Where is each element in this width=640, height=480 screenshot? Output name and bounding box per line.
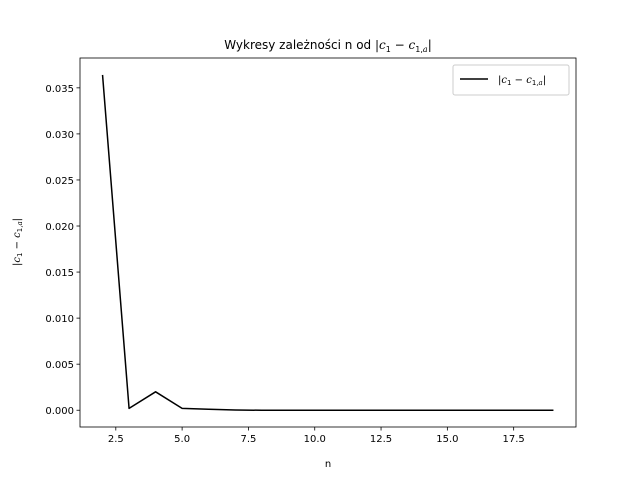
chart-title-sub1: 1 xyxy=(386,45,391,54)
legend-entry-label: |c1 − c1,a| xyxy=(498,75,546,87)
plot-frame xyxy=(79,57,577,428)
legend: |c1 − c1,a| xyxy=(452,64,570,96)
x-tick-label: 10.0 xyxy=(304,434,326,445)
y-axis-label-bar2: | xyxy=(12,218,23,221)
chart-title-sub3: a xyxy=(423,45,428,54)
legend-bar: | xyxy=(498,75,501,86)
chart-title-math: |c xyxy=(375,38,386,52)
y-tick-label: 0.015 xyxy=(45,268,74,279)
legend-sub2: 1, xyxy=(532,79,539,87)
y-axis-label-c2: c xyxy=(12,232,23,238)
legend-sub1: 1 xyxy=(507,79,511,87)
y-tick-label: 0.035 xyxy=(45,84,74,95)
x-tick-label: 17.5 xyxy=(503,434,525,445)
chart-title-minus: − xyxy=(391,38,409,52)
y-tick-label: 0.010 xyxy=(45,314,74,325)
legend-sub3: a xyxy=(539,79,543,87)
x-tick-label: 2.5 xyxy=(108,434,124,445)
legend-minus: − xyxy=(511,75,526,86)
chart-title-math2: c xyxy=(409,38,416,52)
legend-box xyxy=(452,64,570,96)
chart-title-bar: | xyxy=(428,38,432,52)
y-axis-label-c1: c xyxy=(12,257,23,263)
x-tick-label: 5.0 xyxy=(174,434,190,445)
y-axis-label: |c1 − c1,a| xyxy=(12,218,24,266)
x-tick-label: 15.0 xyxy=(436,434,458,445)
y-tick-label: 0.005 xyxy=(45,360,74,371)
y-tick-label: 0.020 xyxy=(45,222,74,233)
y-axis-label-sub2: 1, xyxy=(16,226,24,233)
chart-title: Wykresy zależności n od |c1 − c1,a| xyxy=(224,38,431,54)
series-line xyxy=(101,74,554,411)
legend-c2: c xyxy=(526,75,532,86)
x-axis-label: n xyxy=(325,459,331,470)
y-axis-label-sub3: a xyxy=(16,221,24,225)
x-tick-label: 12.5 xyxy=(370,434,392,445)
legend-c1: c xyxy=(501,75,507,86)
plot-marks xyxy=(101,74,554,411)
y-tick-label: 0.030 xyxy=(45,130,74,141)
chart-title-prefix: Wykresy zależności n od xyxy=(224,38,375,52)
y-tick-label: 0.025 xyxy=(45,176,74,187)
legend-bar2: | xyxy=(543,75,546,86)
y-axis-ticks: 0.000 0.005 0.010 0.015 0.020 0.025 0.030 0.035 xyxy=(45,84,80,417)
chart-title-sub2: 1, xyxy=(415,45,423,54)
y-axis-label-bar: | xyxy=(12,263,23,266)
x-tick-label: 7.5 xyxy=(240,434,256,445)
y-axis-label-minus: − xyxy=(12,238,23,253)
x-axis-ticks: 2.5 5.0 7.5 10.0 12.5 15.0 17.5 xyxy=(108,427,525,445)
y-tick-label: 0.000 xyxy=(45,406,74,417)
y-axis-label-sub1: 1 xyxy=(16,253,24,257)
